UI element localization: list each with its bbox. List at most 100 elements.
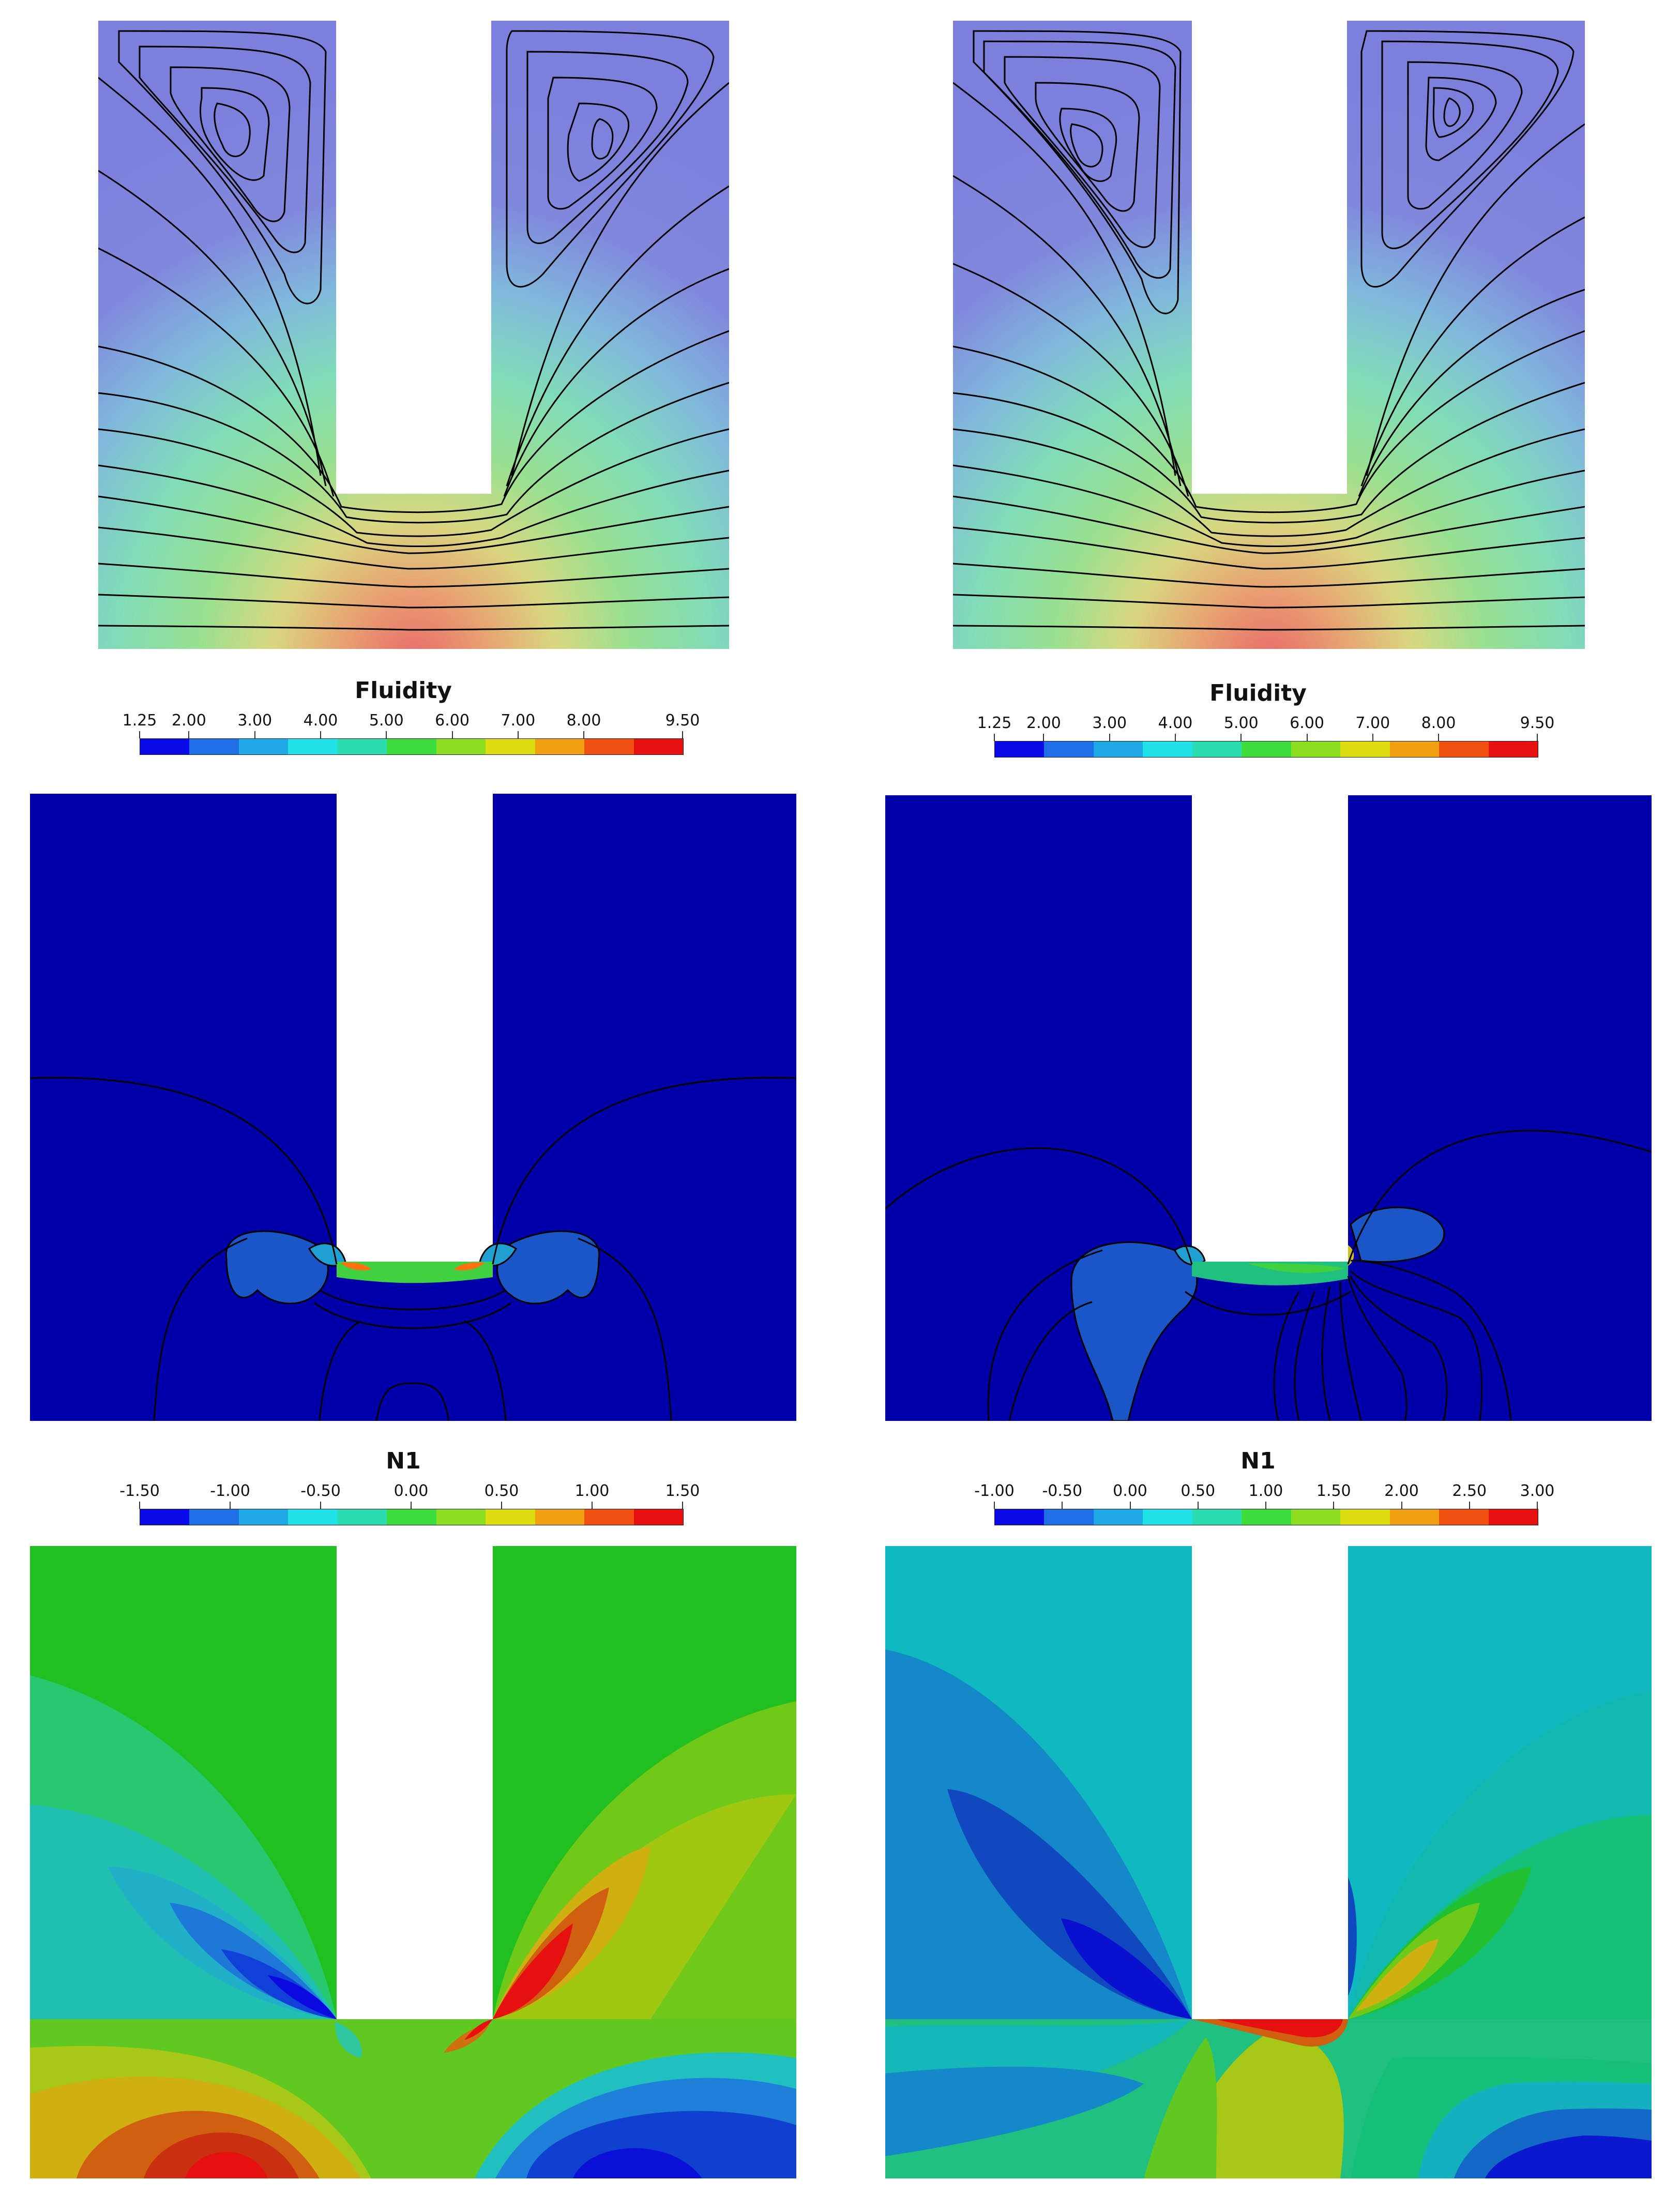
colorbar-swatch <box>337 739 387 754</box>
n1-contour-plot-right <box>884 795 1652 1422</box>
colorbar-swatch <box>238 1509 289 1525</box>
colorbar-title: N1 <box>386 1448 421 1474</box>
colorbar-swatch <box>995 1509 1045 1525</box>
colorbar-tick-mark <box>320 1502 321 1509</box>
colorbar-tick-mark <box>1401 1502 1402 1509</box>
colorbar-swatch <box>140 1509 190 1525</box>
colorbar-swatch <box>633 1509 683 1525</box>
colorbar-swatch <box>189 739 239 754</box>
colorbar-swatch <box>337 1509 387 1525</box>
colorbar-tick-label: 4.00 <box>303 711 338 730</box>
colorbar-tick-label: 5.00 <box>1223 714 1259 732</box>
colorbar-swatch <box>535 1509 585 1525</box>
colorbar-tick-mark <box>386 731 387 738</box>
colorbar-ticks: -1.00 -0.50 0.00 0.50 1.00 1.50 2.00 2.50 3.00 <box>974 1482 1554 1509</box>
colorbar-tick-mark <box>1043 734 1045 741</box>
colorbar-swatch <box>584 739 634 754</box>
colorbar-tick-label: 2.00 <box>1026 714 1061 732</box>
colorbar-swatch <box>1093 741 1143 757</box>
colorbar-tick-mark <box>583 731 585 738</box>
colorbar-title: Fluidity <box>355 677 452 704</box>
colorbar-tick-mark <box>139 731 140 738</box>
colorbar-swatch <box>1093 1509 1143 1525</box>
colorbar-swatch <box>486 1509 535 1525</box>
colorbar-swatch <box>436 1509 486 1525</box>
colorbar-tick-mark <box>501 1502 502 1509</box>
colorbar-tick-label: 7.00 <box>1355 714 1390 732</box>
colorbar-tick-mark <box>188 731 190 738</box>
colorbar-swatch <box>189 1509 239 1525</box>
colorbar-tick-label: -1.00 <box>210 1482 250 1500</box>
colorbar-swatch <box>1340 741 1390 757</box>
colorbar-tick-mark <box>230 1502 231 1509</box>
colorbar-tick-label: 3.00 <box>1092 714 1127 732</box>
colorbar-swatch <box>140 739 190 754</box>
domain-shape <box>98 21 729 649</box>
colorbar-fluidity-left: Fluidity 1.25 2.00 3.00 4.00 5.00 6.00 7.00 8.0… <box>119 677 700 760</box>
colorbar-tick-mark <box>1537 734 1538 741</box>
colorbar-tick-label: 9.50 <box>665 711 700 730</box>
colorbar-tick-label: 3.00 <box>237 711 273 730</box>
colorbar-tick-label: 8.00 <box>1421 714 1456 732</box>
colorbar-tick-label: 1.00 <box>574 1482 610 1500</box>
colorbar-swatch <box>387 1509 436 1525</box>
colorbar-tick-mark <box>682 731 683 738</box>
colorbar-tick-mark <box>1537 1502 1538 1509</box>
colorbar-tick-label: 2.00 <box>1384 1482 1419 1500</box>
colorbar-swatches <box>994 741 1538 758</box>
n1-contour-plot-left <box>29 794 797 1421</box>
colorbar-title: N1 <box>1240 1448 1276 1474</box>
colorbar-swatch <box>1291 1509 1341 1525</box>
colorbar-swatch <box>1291 741 1341 757</box>
colorbar-swatch <box>1044 741 1094 757</box>
colorbar-tick-mark <box>994 734 995 741</box>
colorbar-tick-mark <box>1062 1502 1063 1509</box>
colorbar-tick-mark <box>592 1502 593 1509</box>
colorbar-tick-label: 2.00 <box>172 711 206 730</box>
colorbar-tick-mark <box>1333 1502 1335 1509</box>
colorbar-n1-left: N1 -1.50 -1.00 -0.50 0.00 0.50 1.00 1.50 <box>119 1448 700 1531</box>
colorbar-swatches <box>140 1509 684 1525</box>
colorbar-tick-label: 1.25 <box>977 714 1012 732</box>
colorbar-tick-label: 5.00 <box>369 711 404 730</box>
colorbar-swatch <box>1389 1509 1440 1525</box>
colorbar-tick-mark <box>682 1502 683 1509</box>
colorbar-tick-label: -1.00 <box>974 1482 1015 1500</box>
colorbar-swatch <box>387 739 436 754</box>
colorbar-tick-mark <box>517 731 519 738</box>
colorbar-tick-mark <box>1265 1502 1266 1509</box>
streamlines <box>98 30 730 631</box>
colorbar-tick-label: 1.25 <box>122 711 157 730</box>
colorbar-swatch <box>633 739 683 754</box>
colorbar-swatch <box>288 739 338 754</box>
colorbar-swatch <box>584 1509 634 1525</box>
colorbar-tick-mark <box>1306 734 1308 741</box>
colorbar-ticks: -1.50 -1.00 -0.50 0.00 0.50 1.00 1.50 <box>119 1482 700 1509</box>
colorbar-tick-mark <box>411 1502 412 1509</box>
colorbar-swatch <box>1389 741 1440 757</box>
colorbar-tick-mark <box>1372 734 1373 741</box>
colorbar-tick-label: 4.00 <box>1158 714 1193 732</box>
colorbar-swatch <box>1242 1509 1291 1525</box>
colorbar-tick-label: 0.00 <box>1113 1482 1147 1500</box>
colorbar-swatch <box>1192 741 1242 757</box>
colorbar-tick-label: 9.50 <box>1520 714 1555 732</box>
colorbar-tick-label: -0.50 <box>1042 1482 1083 1500</box>
colorbar-tick-label: 0.00 <box>393 1482 429 1500</box>
colorbar-tick-mark <box>451 731 453 738</box>
colorbar-tick-label: 8.00 <box>566 711 601 730</box>
colorbar-n1-right: N1 -1.00 -0.50 0.00 0.50 1.00 1.50 2.00 2.50 3.0… <box>974 1448 1554 1531</box>
colorbar-swatch <box>535 739 585 754</box>
colorbar-swatch <box>1488 741 1538 757</box>
colorbar-tick-label: 0.50 <box>484 1482 519 1500</box>
colorbar-tick-mark <box>1240 734 1242 741</box>
colorbar-swatch <box>486 739 535 754</box>
colorbar-tick-mark <box>320 731 321 738</box>
colorbar-swatch <box>1488 1509 1538 1525</box>
colorbar-swatches <box>140 738 684 755</box>
colorbar-tick-label: 1.50 <box>665 1482 700 1500</box>
colorbar-swatch <box>1143 741 1192 757</box>
fluidity-streamline-plot-left <box>98 21 730 649</box>
colorbar-tick-mark <box>1438 734 1440 741</box>
colorbar-tick-label: -0.50 <box>300 1482 341 1500</box>
